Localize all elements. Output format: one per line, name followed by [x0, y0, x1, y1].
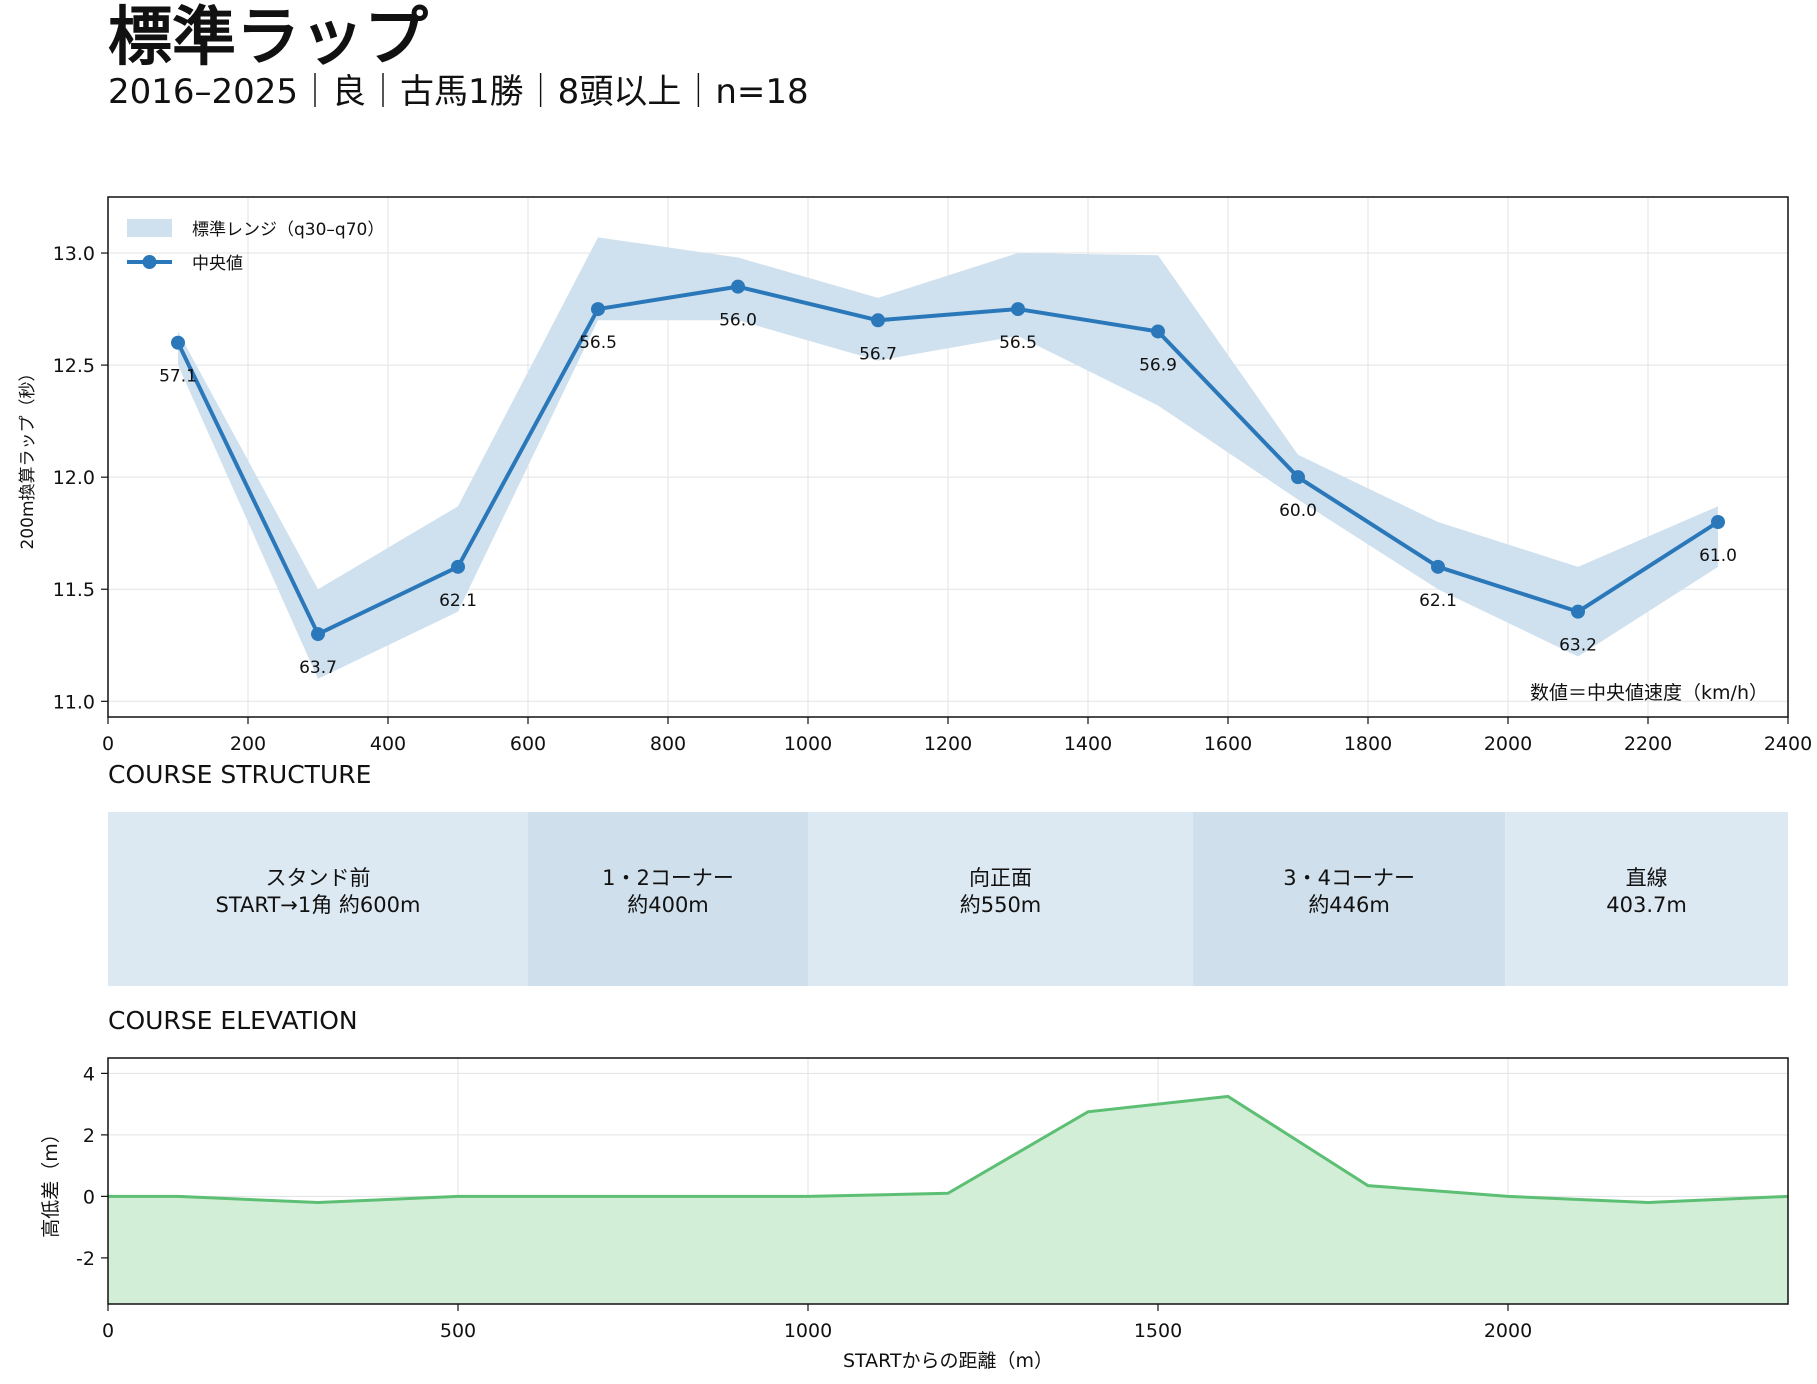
course-segment-name: 向正面	[969, 866, 1032, 890]
lap-chart-x-tick-label: 600	[510, 733, 546, 755]
lap-chart-x-tick-label: 200	[230, 733, 266, 755]
lap-chart-speed-label: 60.0	[1279, 501, 1317, 521]
lap-chart-median-line	[176, 284, 1720, 637]
lap-chart-speed-label: 62.1	[1419, 591, 1457, 611]
course-segment-name: スタンド前	[266, 866, 371, 890]
lap-chart-line-layer	[176, 284, 1720, 637]
lap-chart-median-point	[451, 559, 465, 574]
lap-chart-median-point	[731, 279, 745, 294]
elevation-chart-x-ticks: 0 500 1000 1500 2000	[102, 1304, 1532, 1342]
lap-chart-speed-label: 57.1	[159, 367, 197, 387]
lap-chart-x-tick-label: 2400	[1764, 733, 1812, 755]
elevation-x-tick-label: 0	[102, 1320, 114, 1342]
elevation-chart-x-axis-label: STARTからの距離（m）	[843, 1350, 1053, 1372]
lap-chart-speed-label: 56.5	[579, 333, 617, 353]
lap-chart-x-tick-label: 1000	[784, 733, 832, 755]
lap-chart-median-point	[1011, 302, 1025, 317]
lap-chart-legend: 標準レンジ（q30–q70） 中央値	[127, 219, 384, 274]
course-segment-length: 約550m	[960, 893, 1042, 917]
lap-chart-x-tick-label: 0	[102, 733, 114, 755]
course-structure-label: COURSE STRUCTURE	[108, 760, 371, 789]
lap-chart-speed-label: 63.2	[1559, 636, 1597, 656]
lap-chart-y-tick-label: 11.0	[53, 691, 95, 713]
lap-chart-speed-label: 56.0	[719, 311, 757, 331]
course-segment-name: 1・2コーナー	[602, 866, 734, 890]
elevation-line	[108, 1094, 1789, 1205]
lap-chart-band-layer	[178, 237, 1718, 679]
course-segment-name: 直線	[1626, 866, 1668, 890]
elevation-y-tick-label: 2	[83, 1125, 95, 1147]
lap-chart-points	[171, 279, 1725, 642]
course-segment-name: 3・4コーナー	[1283, 866, 1415, 890]
elevation-chart-y-axis-label: 高低差（m）	[40, 1124, 62, 1238]
lap-chart-median-point	[871, 313, 885, 328]
lap-chart-speed-label: 61.0	[1699, 546, 1737, 566]
elevation-chart-frame	[107, 1057, 1789, 1305]
elevation-area	[108, 1096, 1788, 1304]
course-segment	[1193, 812, 1506, 986]
lap-chart-x-tick-label: 2200	[1624, 733, 1672, 755]
legend-band-label: 標準レンジ（q30–q70）	[192, 220, 384, 240]
lap-chart-y-axis-label: 200m換算ラップ（秒）	[18, 364, 38, 549]
course-elevation-label: COURSE ELEVATION	[108, 1006, 358, 1035]
lap-chart-x-tick-label: 800	[650, 733, 686, 755]
course-segment-length: START→1角 約600m	[216, 893, 421, 917]
lap-chart-median-point	[1711, 515, 1725, 529]
lap-chart-speed-label: 56.7	[859, 344, 897, 364]
lap-chart-x-tick-label: 1800	[1344, 733, 1392, 755]
lap-chart-y-tick-label: 11.5	[53, 579, 95, 601]
legend-line-label: 中央値	[192, 254, 243, 274]
lap-chart-annotation: 数値＝中央値速度（km/h）	[1530, 682, 1768, 704]
lap-chart-x-tick-label: 1600	[1204, 733, 1252, 755]
course-segment-length: 約400m	[627, 893, 709, 917]
lap-chart-median-point	[1151, 324, 1165, 339]
lap-chart-y-tick-label: 13.0	[53, 243, 95, 265]
lap-chart-speed-label: 63.7	[299, 658, 337, 678]
lap-chart-speed-label: 56.9	[1139, 355, 1177, 375]
course-segment-length: 403.7m	[1606, 893, 1687, 917]
lap-chart-data-labels: 57.1 63.7 62.1 56.5 56.0 56.7 56.5 56.9 60.0 62.1…	[159, 311, 1737, 678]
course-segment	[808, 812, 1193, 986]
elevation-x-tick-label: 1000	[784, 1320, 832, 1342]
course-segment	[528, 812, 808, 986]
legend-band-swatch	[127, 219, 172, 237]
course-segment	[108, 812, 528, 986]
lap-chart-y-tick-label: 12.0	[53, 467, 95, 489]
elevation-x-tick-label: 500	[440, 1320, 476, 1342]
page-subtitle: 2016–2025｜良｜古馬1勝｜8頭以上｜n=18	[108, 72, 809, 112]
lap-chart-x-tick-label: 2000	[1484, 733, 1532, 755]
lap-chart-median-point	[1431, 559, 1445, 574]
legend-line-marker	[142, 255, 157, 269]
elevation-x-tick-label: 1500	[1134, 1320, 1182, 1342]
course-segment	[1505, 812, 1788, 986]
course-segment-length: 約446m	[1308, 893, 1390, 917]
lap-chart-speed-label: 56.5	[999, 333, 1037, 353]
lap-chart-median-point	[1291, 470, 1305, 485]
elevation-x-tick-label: 2000	[1484, 1320, 1532, 1342]
page-title: 標準ラップ	[108, 1, 428, 75]
lap-chart-x-tick-label: 1400	[1064, 733, 1112, 755]
lap-chart-speed-label: 62.1	[439, 591, 477, 611]
lap-chart-y-ticks: 11.0 11.5 12.0 12.5 13.0	[53, 243, 108, 713]
lap-chart-x-tick-label: 1200	[924, 733, 972, 755]
elevation-y-tick-label: 0	[83, 1186, 95, 1208]
lap-chart-median-point	[591, 302, 605, 317]
lap-chart-y-tick-label: 12.5	[53, 355, 95, 377]
lap-chart-median-point	[1571, 604, 1585, 619]
elevation-y-tick-label: -2	[76, 1248, 95, 1270]
lap-chart-x-ticks: 0 200 400 600 800 1000 1200 1400 1600 1800 2000 220…	[102, 717, 1812, 755]
elevation-chart-y-ticks: 4 2 0 -2	[76, 1063, 108, 1270]
lap-chart-standard-range-band	[178, 237, 1718, 679]
lap-chart-median-point	[171, 335, 185, 350]
elevation-y-tick-label: 4	[83, 1063, 95, 1085]
lap-chart-median-point	[311, 627, 325, 642]
lap-chart-x-tick-label: 400	[370, 733, 406, 755]
